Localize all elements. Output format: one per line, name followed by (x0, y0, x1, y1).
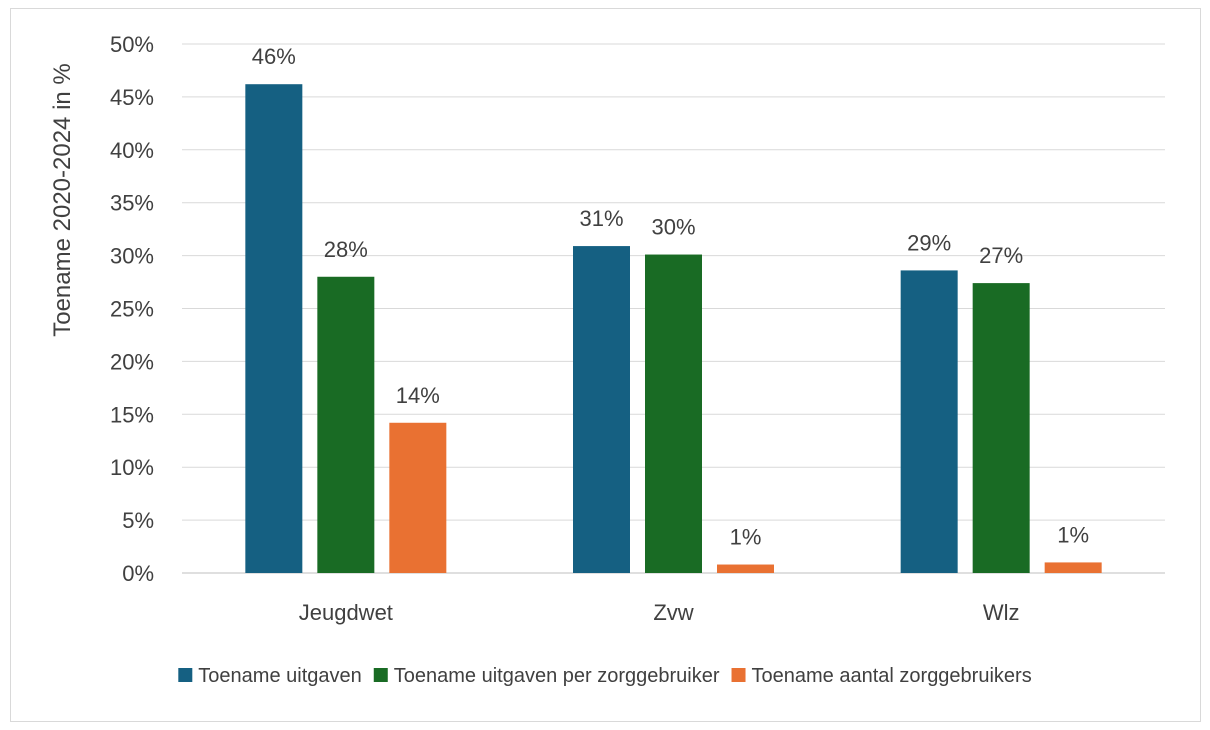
legend-label: Toename uitgaven per zorggebruiker (394, 665, 720, 687)
y-tick-label: 0% (122, 561, 154, 586)
legend-swatch (178, 668, 193, 682)
data-label: 27% (979, 243, 1023, 268)
data-label: 28% (324, 237, 368, 262)
bar (645, 254, 702, 574)
y-tick-label: 30% (110, 244, 154, 269)
legend-label: Toename aantal zorggebruikers (752, 665, 1032, 687)
bar (245, 84, 303, 573)
y-tick-label: 35% (110, 191, 154, 216)
y-tick-label: 50% (110, 32, 154, 57)
bar (389, 422, 447, 573)
y-tick-label: 40% (110, 138, 154, 163)
bar (972, 283, 1030, 573)
data-label: 1% (730, 525, 762, 550)
y-axis-title: Toename 2020-2024 in % (49, 63, 76, 337)
x-tick-label: Wlz (983, 600, 1020, 625)
data-label: 46% (252, 44, 296, 69)
legend-label: Toename uitgaven (198, 665, 361, 687)
data-label: 30% (651, 215, 695, 240)
y-tick-label: 20% (110, 349, 154, 374)
bar (573, 246, 630, 573)
y-tick-label: 5% (122, 508, 154, 533)
bar (717, 564, 774, 573)
data-label: 29% (907, 230, 951, 255)
legend-swatch (373, 668, 388, 682)
x-tick-label: Jeugdwet (299, 600, 393, 625)
x-tick-label: Zvw (653, 600, 693, 625)
y-tick-label: 25% (110, 297, 154, 322)
bar (317, 276, 375, 573)
legend-swatch (731, 668, 746, 682)
data-label: 14% (396, 383, 440, 408)
bar (1044, 562, 1102, 573)
data-label: 31% (579, 206, 623, 231)
y-tick-label: 15% (110, 402, 154, 427)
y-tick-label: 45% (110, 85, 154, 110)
legend: Toename uitgaven Toename uitgaven per zor… (178, 665, 1032, 687)
y-tick-label: 10% (110, 455, 154, 480)
data-label: 1% (1057, 522, 1089, 547)
bar (900, 270, 958, 573)
